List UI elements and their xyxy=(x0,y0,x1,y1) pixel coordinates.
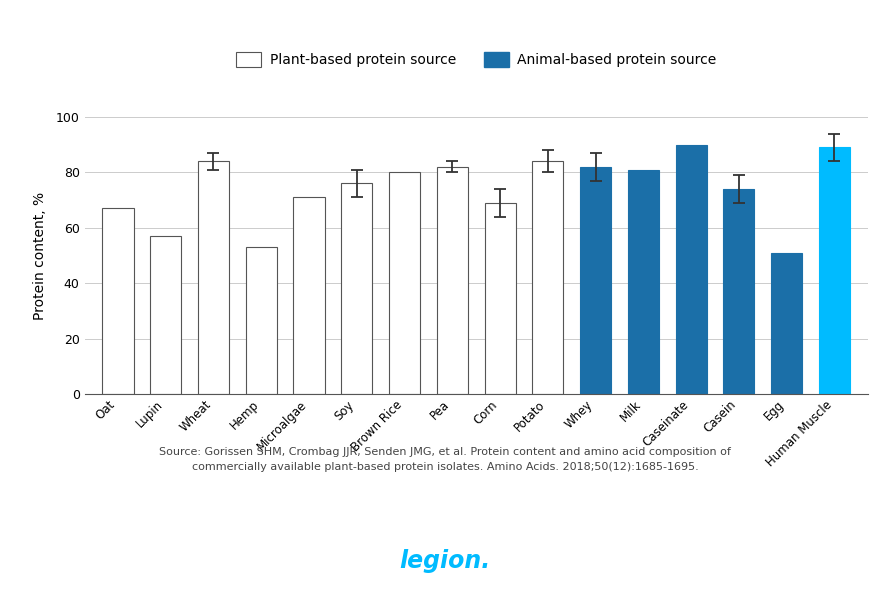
Bar xyxy=(389,173,420,394)
Bar xyxy=(150,236,182,394)
Bar xyxy=(771,253,802,394)
Bar xyxy=(627,170,659,394)
Y-axis label: Protein content, %: Protein content, % xyxy=(34,192,47,320)
Bar xyxy=(724,189,755,394)
Bar xyxy=(580,167,611,394)
Bar xyxy=(676,145,707,394)
Text: Source: Gorissen SHM, Crombag JJR, Senden JMG, et al. Protein content and amino : Source: Gorissen SHM, Crombag JJR, Sende… xyxy=(159,447,731,471)
Bar xyxy=(294,198,325,394)
Bar xyxy=(246,247,277,394)
Bar xyxy=(532,161,563,394)
Bar xyxy=(102,208,134,394)
Bar xyxy=(341,183,372,394)
Bar xyxy=(819,148,850,394)
Text: legion.: legion. xyxy=(400,549,490,573)
Legend: Plant-based protein source, Animal-based protein source: Plant-based protein source, Animal-based… xyxy=(231,46,722,73)
Bar xyxy=(198,161,229,394)
Text: Protein Content of Commercially Available Protein Supplements: Protein Content of Commercially Availabl… xyxy=(93,13,797,32)
Bar xyxy=(437,167,468,394)
Bar xyxy=(484,203,515,394)
